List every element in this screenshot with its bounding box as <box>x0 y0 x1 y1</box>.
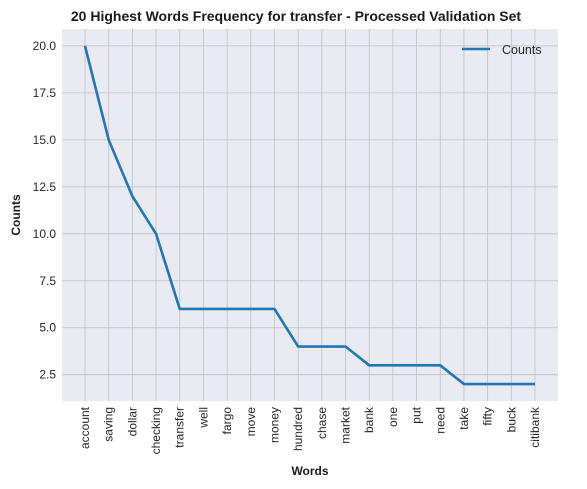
series-line-counts <box>83 45 535 386</box>
y-axis-ticks: 2.5 5.0 7.5 10.0 12.5 15.0 17.5 20.0 <box>33 39 57 382</box>
y-axis-title: Counts <box>9 194 23 236</box>
x-tick-label: hundred <box>291 407 305 451</box>
x-tick-label: one <box>386 407 400 427</box>
x-tick-label: put <box>410 406 424 423</box>
x-tick-label: fifty <box>481 407 495 426</box>
y-tick-label: 17.5 <box>33 86 57 100</box>
x-tick-label: transfer <box>173 407 187 448</box>
x-tick-label: fargo <box>220 407 234 435</box>
x-tick-label: well <box>196 407 210 429</box>
legend: Counts <box>462 43 542 57</box>
x-tick-label: buck <box>504 406 518 432</box>
x-axis-ticks: account saving dollar checking transfer well f… <box>78 406 542 454</box>
x-tick-label: money <box>267 407 281 443</box>
x-tick-label: checking <box>149 407 163 454</box>
x-tick-label: dollar <box>125 407 139 436</box>
x-tick-label: saving <box>102 407 116 442</box>
y-tick-label: 15.0 <box>33 133 57 147</box>
legend-label: Counts <box>502 43 542 57</box>
y-tick-label: 2.5 <box>39 368 56 382</box>
x-tick-label: bank <box>362 406 376 433</box>
x-tick-label: move <box>244 407 258 437</box>
series-layer <box>83 45 536 386</box>
x-tick-label: account <box>78 406 92 449</box>
x-tick-label: market <box>339 406 353 443</box>
x-tick-label: take <box>457 407 471 430</box>
chart-title: 20 Highest Words Frequency for transfer … <box>71 8 522 24</box>
x-tick-label: chase <box>315 407 329 439</box>
y-tick-label: 20.0 <box>33 39 57 53</box>
x-tick-label: citibank <box>528 406 542 448</box>
x-axis-title: Words <box>291 464 328 478</box>
plot-area <box>62 29 558 401</box>
y-tick-label: 5.0 <box>39 321 56 335</box>
grid-lines <box>62 29 558 401</box>
x-tick-label: need <box>433 407 447 434</box>
y-tick-label: 10.0 <box>33 227 57 241</box>
y-tick-label: 12.5 <box>33 180 57 194</box>
y-tick-label: 7.5 <box>39 274 56 288</box>
